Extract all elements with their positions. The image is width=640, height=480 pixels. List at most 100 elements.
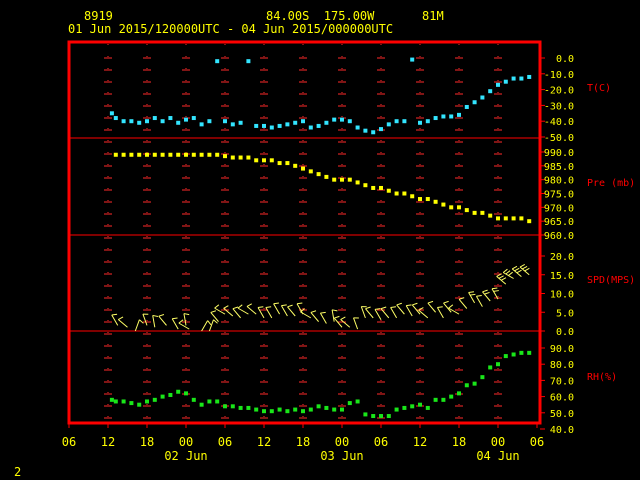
rh-point	[230, 404, 235, 409]
wind-barb-feather	[296, 302, 303, 305]
wind-barb-feather	[340, 316, 346, 320]
pres-point	[371, 185, 376, 190]
temp-point	[137, 120, 142, 125]
wind-barb	[405, 304, 413, 317]
rh-point	[207, 399, 212, 404]
pres-point	[355, 180, 360, 185]
temp-point	[277, 123, 282, 128]
temp-point	[449, 114, 454, 119]
wind-barb-feather	[406, 304, 412, 307]
wind-barb	[380, 306, 390, 319]
rh-axis-label: RH(%)	[587, 372, 617, 383]
temp-point	[324, 120, 329, 125]
wind-barb-feather	[332, 309, 338, 312]
temp-point	[425, 119, 430, 124]
temp-point	[301, 119, 305, 124]
pres-axis-label: Pre (mb)	[587, 178, 635, 189]
wind-barb-staff	[134, 319, 140, 332]
pres-point	[129, 152, 134, 157]
pres-point	[363, 183, 368, 188]
pres-point	[152, 152, 157, 157]
y-tick-label: 965.0	[544, 217, 574, 228]
y-tick-label: -50.0	[544, 133, 574, 144]
pres-point	[418, 197, 422, 202]
x-tick-label: 00	[491, 435, 505, 449]
temp-point	[410, 57, 415, 62]
wind-barb	[365, 306, 374, 319]
pres-point	[457, 205, 461, 210]
rh-point	[308, 407, 313, 412]
wind-barb	[152, 314, 159, 328]
temp-point	[363, 128, 368, 133]
pres-point	[223, 154, 227, 159]
wind-barb	[280, 304, 288, 317]
x-tick-label: 18	[140, 435, 154, 449]
rh-point	[238, 405, 243, 410]
wind-barb	[178, 319, 190, 330]
rh-point	[519, 350, 524, 355]
wind-barb-feather	[257, 306, 264, 308]
y-tick-label: 985.0	[544, 162, 574, 173]
temp-point	[472, 100, 477, 105]
wind-barb	[214, 304, 226, 315]
pres-point	[324, 174, 329, 179]
y-tick-label: 0.0	[556, 54, 574, 65]
wind-barb-feather	[500, 277, 507, 281]
wind-barb-feather	[502, 268, 508, 273]
rh-point	[480, 375, 485, 380]
temp-point	[402, 119, 407, 124]
x-tick-label: 12	[413, 435, 427, 449]
temp-point	[418, 120, 422, 125]
temp-point	[308, 125, 313, 130]
wind-barb-staff	[246, 306, 257, 315]
wind-barb	[411, 302, 421, 315]
temp-point	[176, 120, 181, 125]
y-tick-label: -10.0	[544, 70, 574, 81]
wind-barb	[491, 287, 499, 300]
y-tick-label: -30.0	[544, 101, 574, 112]
pres-point	[503, 216, 508, 221]
wind-barb-feather	[470, 293, 476, 296]
pres-point	[145, 152, 149, 157]
pres-point	[527, 219, 532, 224]
wind-barb-feather	[139, 319, 144, 324]
wind-barb-feather	[511, 265, 518, 270]
temp-point	[519, 76, 524, 81]
wind-barb	[333, 315, 343, 328]
x-date-label: 04 Jun	[476, 449, 519, 463]
wind-barb-feather	[300, 308, 305, 313]
wind-barb	[134, 319, 144, 332]
pres-point	[519, 216, 524, 221]
wind-barb-staff	[491, 288, 499, 300]
wind-barb-feather	[493, 290, 499, 292]
wind-barb-staff	[208, 319, 214, 332]
pres-point	[410, 194, 415, 199]
wind-barb-feather	[374, 308, 381, 310]
wind-barb-staff	[390, 307, 398, 319]
wind-barb	[519, 264, 530, 276]
pres-point	[332, 177, 337, 182]
wind-barb-staff	[280, 305, 288, 317]
wind-barb-feather	[418, 307, 424, 311]
wind-barb-feather	[427, 300, 434, 304]
temp-point	[480, 95, 485, 100]
wind-barb	[475, 294, 483, 307]
wind-barb	[237, 304, 249, 315]
wind-barb-feather	[365, 306, 371, 310]
wind-barb-feather	[320, 311, 326, 314]
rh-point	[168, 392, 173, 397]
wind-barb-feather	[380, 306, 387, 310]
y-tick-label: 15.0	[550, 271, 574, 282]
wind-barb	[427, 300, 436, 313]
rh-point	[527, 350, 532, 355]
wind-barb-staff	[360, 306, 366, 319]
wind-barb-feather	[468, 291, 475, 293]
wind-barb	[502, 268, 514, 279]
rh-point	[285, 409, 290, 414]
rh-point	[363, 412, 368, 417]
rh-point	[184, 391, 188, 396]
wind-barb-feather	[183, 313, 190, 316]
wind-axis-label: SPD(MPS)	[587, 275, 635, 286]
pres-point	[113, 152, 118, 157]
wind-barb-feather	[281, 304, 287, 307]
